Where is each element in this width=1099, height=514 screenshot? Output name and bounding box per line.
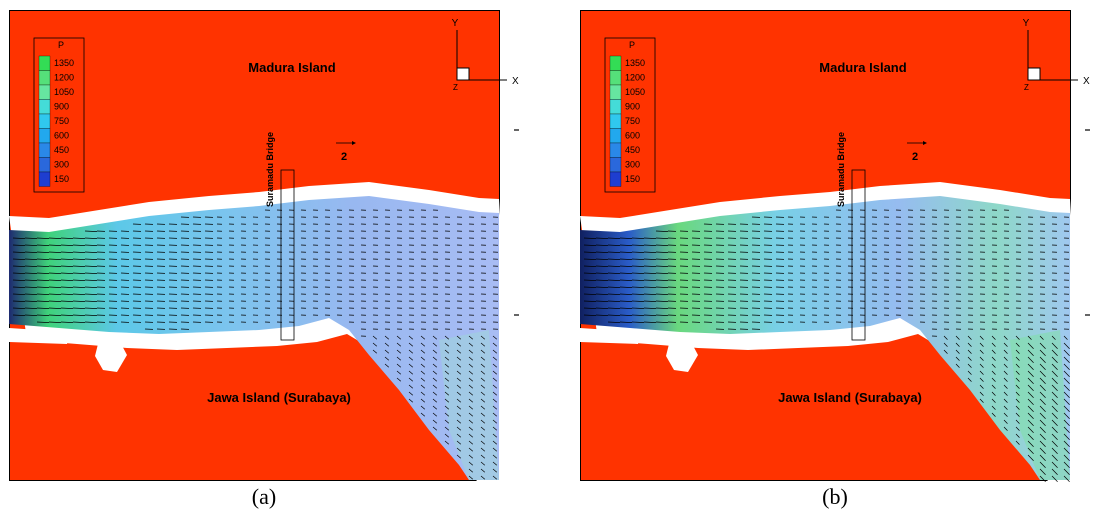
legend-level-label: 450 (625, 145, 640, 155)
legend-level-label: 300 (625, 160, 640, 170)
legend-level-label: 600 (625, 131, 640, 141)
legend-swatch (38, 113, 51, 129)
water-channel (9, 196, 499, 480)
legend-swatch (609, 99, 622, 115)
velocity-vectors (12, 209, 499, 480)
caption-b: (b) (822, 484, 848, 509)
legend-level-label: 750 (54, 116, 69, 126)
legend-level-label: 450 (54, 145, 69, 155)
dry-patch (666, 340, 698, 372)
reference-vector-head (352, 141, 356, 145)
velocity-vectors (583, 209, 1070, 482)
legend-swatch (609, 55, 622, 71)
legend: P 1350 1200 1050 900 750 600 450 300 150 (33, 37, 85, 193)
legend-level-label: 1200 (54, 73, 74, 83)
legend-level-label: 1050 (54, 87, 74, 97)
south-island-label: Jawa Island (Surabaya) (778, 390, 922, 405)
legend-swatch (38, 55, 51, 71)
legend-swatch (609, 157, 622, 173)
legend-frame (33, 37, 85, 193)
legend-swatch (609, 70, 622, 86)
north-island-label: Madura Island (819, 60, 906, 75)
bridge-label: Suramadu Bridge (265, 132, 275, 207)
panel-a: P 1350 1200 1050 900 750 600 450 300 150 Y X Z Madura… (9, 10, 519, 482)
legend-swatch (609, 84, 622, 100)
legend-level-label: 900 (625, 102, 640, 112)
legend-title: P (58, 40, 64, 50)
legend-swatch (38, 70, 51, 86)
caption-a: (a) (251, 484, 277, 509)
legend-level-label: 150 (54, 174, 69, 184)
dry-patch (580, 328, 640, 344)
dry-patch (95, 340, 127, 372)
bridge-label: Suramadu Bridge (836, 132, 846, 207)
z-axis-label: Z (1024, 83, 1029, 92)
legend-swatch (38, 157, 51, 173)
flow-field-plot-b: P 1350 1200 1050 900 750 600 450 300 150 Y X Z Madura… (580, 10, 1090, 482)
north-island-label: Madura Island (248, 60, 335, 75)
reference-vector-label: 2 (341, 151, 347, 163)
axis-ticks (1085, 129, 1090, 316)
legend-level-label: 1350 (625, 58, 645, 68)
water-channel (580, 196, 1070, 480)
legend-swatch (609, 171, 622, 187)
legend-swatch (609, 113, 622, 129)
legend-level-label: 600 (54, 131, 69, 141)
legend-title: P (629, 40, 635, 50)
south-island-label: Jawa Island (Surabaya) (207, 390, 351, 405)
bridge-outline (280, 169, 295, 341)
flow-field-plot-a: P 1350 1200 1050 900 750 600 450 300 150 Y X Z Madura… (9, 10, 519, 482)
legend: P 1350 1200 1050 900 750 600 450 300 150 (604, 37, 656, 193)
origin-box (1027, 67, 1041, 81)
origin-box (456, 67, 470, 81)
y-axis-label: Y (452, 18, 459, 29)
legend-level-label: 900 (54, 102, 69, 112)
panel-b: P 1350 1200 1050 900 750 600 450 300 150 Y X Z Madura… (580, 10, 1090, 482)
legend-level-label: 1200 (625, 73, 645, 83)
legend-swatch (609, 128, 622, 144)
axes-indicator (456, 30, 507, 81)
legend-level-label: 300 (54, 160, 69, 170)
axis-ticks (514, 129, 519, 316)
legend-swatch (38, 128, 51, 144)
reference-vector-label: 2 (912, 151, 918, 163)
x-axis-label: X (512, 76, 519, 87)
legend-swatch (609, 142, 622, 158)
legend-swatch (38, 84, 51, 100)
dry-patch (9, 328, 69, 344)
legend-frame (604, 37, 656, 193)
y-axis-label: Y (1023, 18, 1030, 29)
axes-indicator (1027, 30, 1078, 81)
legend-swatch (38, 142, 51, 158)
legend-level-label: 1350 (54, 58, 74, 68)
legend-level-label: 750 (625, 116, 640, 126)
bridge-outline (851, 169, 866, 341)
legend-swatch (38, 99, 51, 115)
z-axis-label: Z (453, 83, 458, 92)
reference-vector-head (923, 141, 927, 145)
legend-level-label: 1050 (625, 87, 645, 97)
legend-level-label: 150 (625, 174, 640, 184)
south-plume (439, 330, 499, 480)
x-axis-label: X (1083, 76, 1090, 87)
legend-swatch (38, 171, 51, 187)
